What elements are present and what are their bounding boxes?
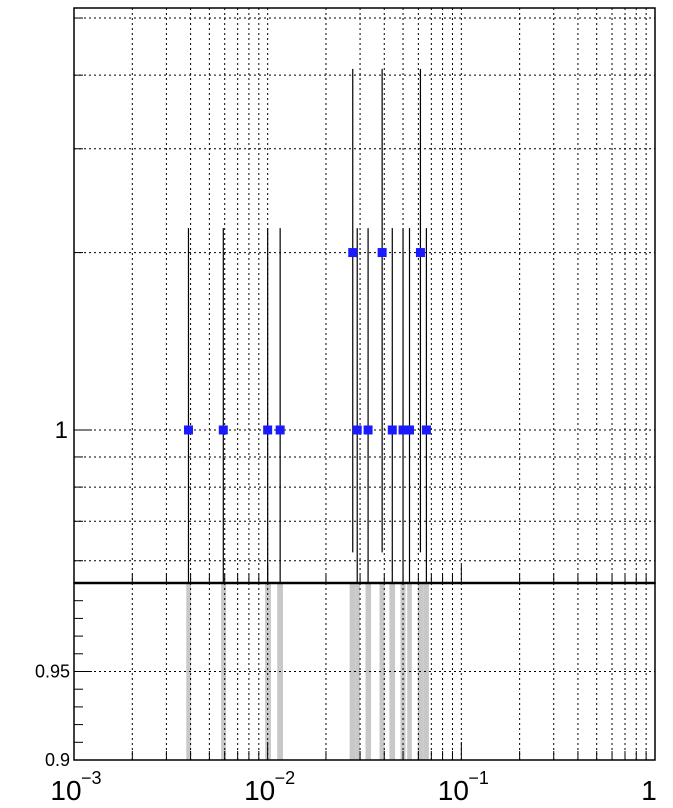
y-tick-label: 0.95 <box>35 662 70 682</box>
x-tick-label-base: 10 <box>50 775 81 806</box>
uncertainty-band <box>379 583 385 760</box>
data-point-marker <box>421 425 431 435</box>
x-tick-labels: 10 −3 10 −2 10 −1 1 <box>50 768 656 806</box>
x-tick-label-exponent: −2 <box>275 768 296 788</box>
top-y-tick-labels: 1 <box>55 417 68 444</box>
uncertainty-band <box>265 583 271 760</box>
y-tick-label: 1 <box>55 417 68 444</box>
x-tick-label-base: 1 <box>641 775 657 806</box>
x-tick-label-exponent: −1 <box>468 768 489 788</box>
data-point-marker <box>275 425 285 435</box>
x-tick-label-base: 10 <box>438 775 469 806</box>
x-tick-label-exponent: −3 <box>81 768 102 788</box>
y-tick-label: 0.9 <box>45 750 70 770</box>
uncertainty-band <box>221 583 227 760</box>
top-panel: 1 <box>55 8 655 583</box>
data-point-marker <box>263 425 273 435</box>
data-point-marker <box>377 248 387 258</box>
data-point-marker <box>415 248 425 258</box>
uncertainty-band <box>365 583 372 760</box>
data-point-marker <box>405 425 415 435</box>
x-tick-label: 10 −3 <box>50 768 101 806</box>
uncertainty-band <box>355 583 361 760</box>
uncertainty-band <box>349 583 356 760</box>
top-markers <box>183 248 431 435</box>
data-point-marker <box>398 425 408 435</box>
top-frame <box>73 7 656 584</box>
axes-frames <box>73 7 656 761</box>
data-point-marker <box>348 248 358 258</box>
top-errorbars <box>187 68 427 583</box>
uncertainty-band <box>423 583 429 760</box>
top-grid <box>74 8 655 583</box>
ratio-grid <box>74 583 655 760</box>
x-tick-label: 10 −2 <box>244 768 295 806</box>
data-point-marker <box>218 425 228 435</box>
x-tick-label: 10 −1 <box>438 768 489 806</box>
ratio-ticks <box>74 600 647 760</box>
ratio-panel: 0.950.9 10 −3 10 −2 10 −1 1 <box>35 583 657 806</box>
ratio-y-tick-labels: 0.95 0.9 <box>35 662 70 771</box>
data-point-marker <box>352 425 362 435</box>
x-tick-label-base: 10 <box>244 775 275 806</box>
data-point-marker <box>183 425 193 435</box>
data-point-marker <box>387 425 397 435</box>
uncertainty-band <box>400 583 406 760</box>
x-tick-label: 1 <box>641 775 657 806</box>
uncertainty-band <box>186 583 192 760</box>
ratio-bands <box>186 583 429 760</box>
uncertainty-band <box>389 583 396 760</box>
data-point-marker <box>363 425 373 435</box>
